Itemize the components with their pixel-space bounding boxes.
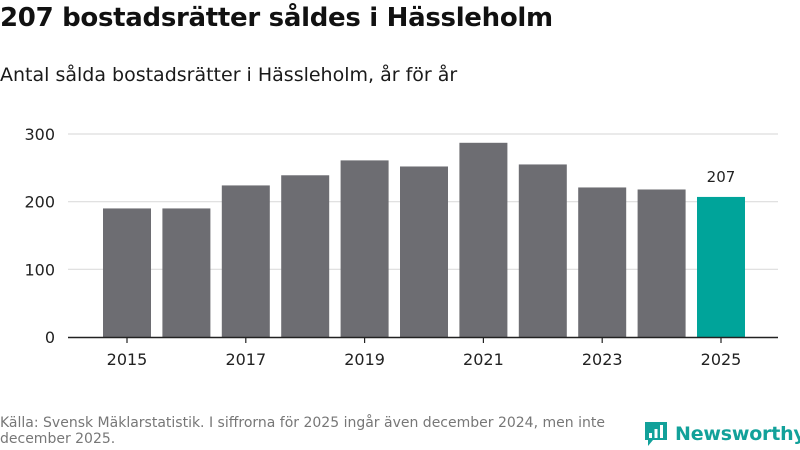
bar-2017 <box>221 185 270 337</box>
chart-subtitle: Antal sålda bostadsrätter i Hässleholm, … <box>0 64 458 86</box>
bar-chart: 0 100 200 300 207 2015 2017 2019 2021 2023 2025 <box>24 125 778 369</box>
x-tick-label: 2015 <box>107 350 148 369</box>
y-tick-label: 200 <box>24 193 55 212</box>
bar-2020 <box>400 166 448 337</box>
bar-2024 <box>637 189 686 337</box>
bar-chart-icon <box>645 422 667 446</box>
x-tick-label: 2017 <box>225 350 266 369</box>
y-tick-label: 300 <box>24 125 55 144</box>
bar-2023 <box>578 187 627 337</box>
data-label: 207 <box>707 168 736 186</box>
chart-title: 207 bostadsrätter såldes i Hässleholm <box>0 3 553 33</box>
x-tick-label: 2025 <box>701 350 742 369</box>
bar-2025 <box>697 196 745 337</box>
newsworthy-logo: Newsworthy <box>644 419 800 449</box>
bar-2019 <box>340 160 389 337</box>
x-tick-label: 2021 <box>463 350 504 369</box>
logo-text: Newsworthy <box>675 423 800 445</box>
y-tick-label: 100 <box>24 260 55 279</box>
bar-2015 <box>103 208 151 337</box>
y-tick-label: 0 <box>45 328 55 347</box>
x-tick-label: 2019 <box>344 350 385 369</box>
bar-2022 <box>518 164 567 337</box>
bar-2016 <box>162 208 211 337</box>
bar-2018 <box>281 175 330 337</box>
bar-2021 <box>459 142 508 337</box>
source-note: Källa: Svensk Mäklarstatistik. I siffror… <box>0 415 605 447</box>
x-tick-label: 2023 <box>582 350 623 369</box>
